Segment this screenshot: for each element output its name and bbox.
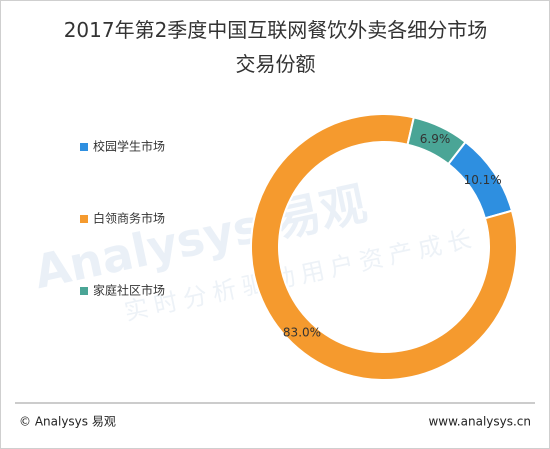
- legend-label: 白领商务市场: [93, 211, 165, 226]
- donut-segment: [250, 113, 518, 381]
- chart-title: 2017年第2季度中国互联网餐饮外卖各细分市场交易份额: [63, 18, 488, 76]
- legend-label: 校园学生市场: [93, 139, 165, 154]
- footer-left: © Analysys 易观: [19, 415, 116, 429]
- data-label: 6.9%: [420, 132, 451, 146]
- donut-segment: [406, 116, 467, 166]
- donut: 10.1% 83.0% 6.9%: [250, 113, 518, 381]
- footer-right: www.analysys.cn: [428, 415, 531, 429]
- legend-swatch: [80, 215, 88, 223]
- data-label: 10.1%: [464, 173, 502, 187]
- legend-swatch: [80, 143, 88, 151]
- data-label: 83.0%: [283, 326, 321, 340]
- legend-label: 家庭社区市场: [93, 283, 165, 298]
- legend-swatch: [80, 287, 88, 295]
